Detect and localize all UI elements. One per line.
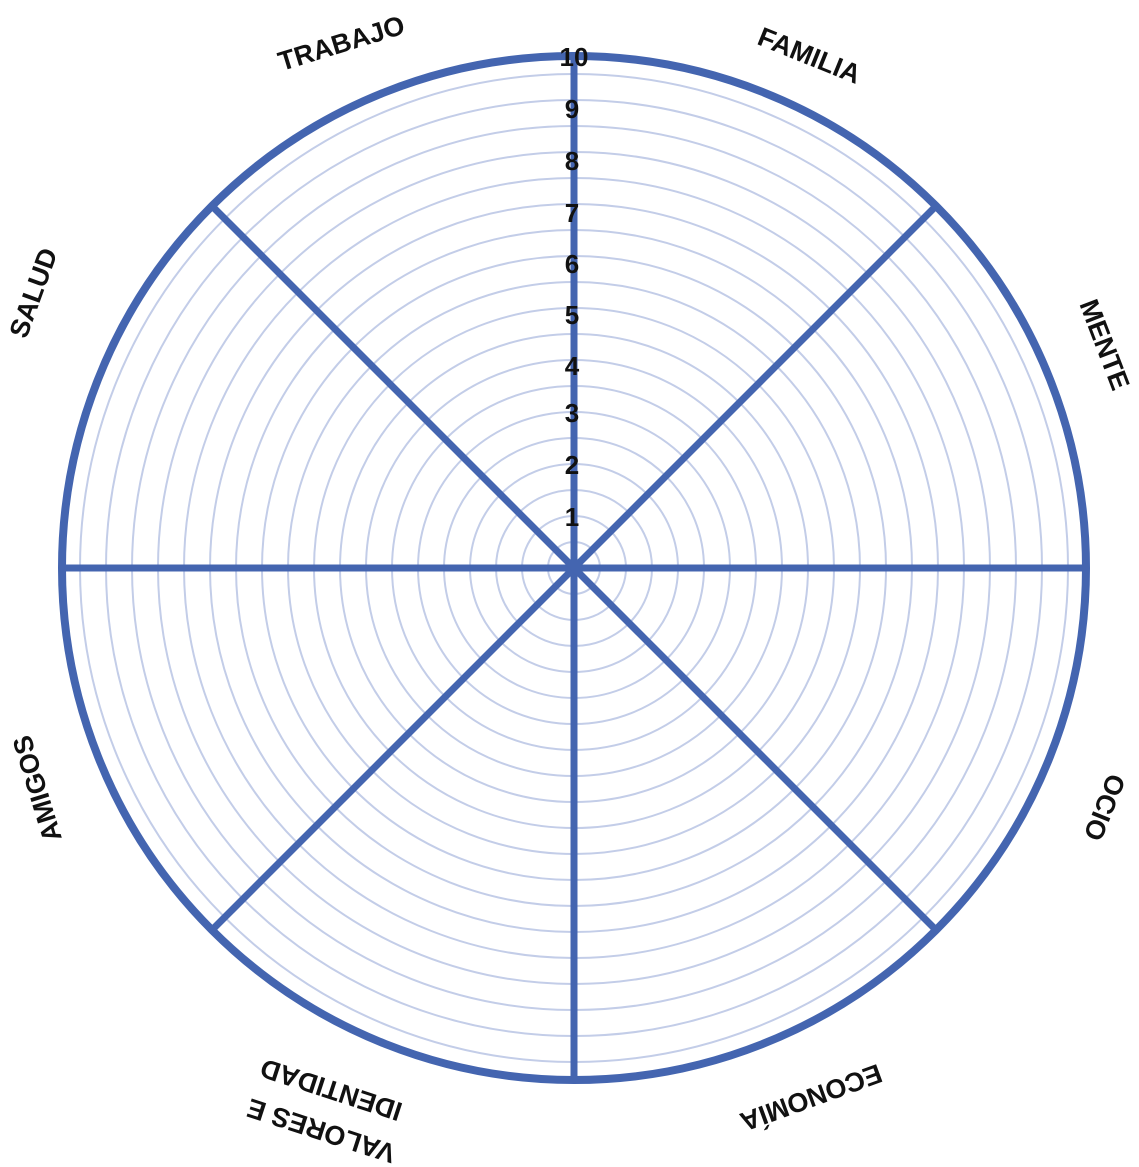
scale-number-10: 10 <box>560 42 589 72</box>
category-label-ocio: OCIO <box>1078 770 1132 845</box>
category-label-familia: FAMILIA <box>754 22 865 90</box>
scale-numbers: 1 2 3 4 5 6 7 8 9 10 <box>560 42 589 532</box>
scale-number-6: 6 <box>565 249 579 279</box>
scale-number-3: 3 <box>565 398 579 428</box>
outer-ring <box>58 52 1090 1084</box>
category-label-salud: SALUD <box>4 244 64 342</box>
category-label-amigos: AMIGOS <box>7 732 68 846</box>
scale-number-8: 8 <box>565 146 579 176</box>
category-label-mente: MENTE <box>1073 295 1135 394</box>
scale-number-4: 4 <box>565 351 580 381</box>
spokes <box>62 52 1086 1080</box>
scale-number-7: 7 <box>565 198 579 228</box>
scale-number-5: 5 <box>565 300 579 330</box>
spoke-diagonal-nw-se <box>208 202 940 934</box>
scale-number-2: 2 <box>565 450 579 480</box>
category-label-trabajo: TRABAJO <box>275 10 409 77</box>
category-label-economia: ECONOMÍA <box>736 1058 886 1138</box>
scale-number-1: 1 <box>565 502 579 532</box>
scale-number-9: 9 <box>565 94 579 124</box>
category-labels: TRABAJO FAMILIA MENTE OCIO ECONOMÍA VALO… <box>4 10 1136 1167</box>
